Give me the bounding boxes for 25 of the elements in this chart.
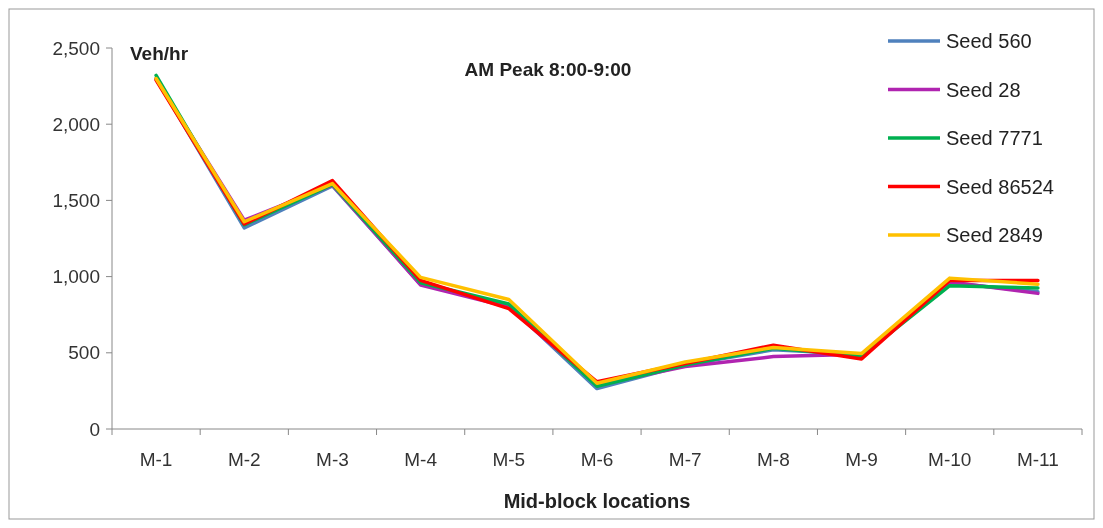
y-tick-label: 2,000 (52, 113, 100, 135)
x-tick-label: M-8 (757, 449, 790, 470)
legend-label: Seed 28 (946, 78, 1021, 101)
x-tick-label: M-1 (139, 449, 173, 470)
y-axis-title: Veh/hr (130, 43, 189, 64)
y-tick-label: 500 (68, 342, 100, 364)
y-tick-label: 1,000 (52, 266, 100, 288)
legend-label: Seed 7771 (946, 127, 1043, 149)
x-tick-label: M-3 (316, 449, 349, 470)
y-tick-label: 2,500 (52, 37, 100, 59)
x-axis-title: Mid-block locations (503, 490, 691, 512)
x-tick-label: M-9 (845, 449, 878, 470)
x-tick-label: M-11 (1016, 449, 1059, 470)
legend-label: Seed 2849 (946, 224, 1043, 246)
x-tick-label: M-6 (580, 449, 614, 470)
x-tick-label: M-10 (928, 449, 972, 470)
text: AM Peak 8:00-9:00 (464, 59, 632, 80)
x-tick-label: M-4 (404, 449, 438, 470)
legend-label: Seed 560 (946, 30, 1032, 52)
x-tick-label: M-7 (668, 449, 702, 470)
y-tick-label: 0 (89, 418, 100, 440)
y-tick-label: 1,500 (52, 190, 100, 212)
x-tick-label: M-2 (227, 449, 261, 470)
x-tick-label: M-5 (492, 449, 526, 470)
legend-label: Seed 86524 (946, 175, 1054, 198)
